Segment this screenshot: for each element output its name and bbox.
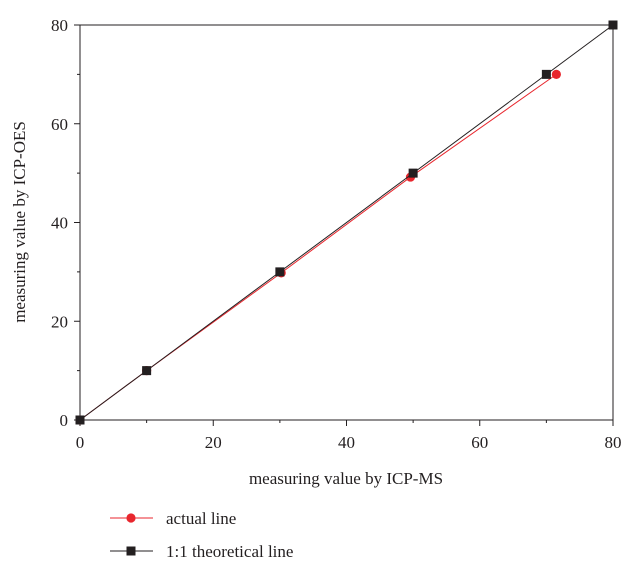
y-tick-label: 20 <box>51 312 68 331</box>
legend-marker-circle <box>126 513 136 523</box>
data-point-square <box>541 69 551 79</box>
data-point-square <box>142 366 152 376</box>
series-line <box>79 73 557 421</box>
data-point-square <box>408 168 418 178</box>
x-tick-label: 60 <box>471 433 488 452</box>
x-axis: 0 20 40 60 80 <box>76 420 622 452</box>
data-point-square <box>608 20 618 30</box>
y-tick-label: 40 <box>51 214 68 233</box>
x-tick-label: 0 <box>76 433 85 452</box>
y-tick-label: 60 <box>51 115 68 134</box>
data-point-square <box>275 267 285 277</box>
x-tick-label: 40 <box>338 433 355 452</box>
y-tick-label: 80 <box>51 16 68 35</box>
legend-label: 1:1 theoretical line <box>166 542 293 557</box>
data-point-square <box>75 415 85 425</box>
x-axis-title: measuring value by ICP-MS <box>249 469 443 488</box>
data-point-circle <box>551 69 561 79</box>
y-axis: 0 20 40 60 80 <box>51 16 80 430</box>
legend-label: actual line <box>166 509 236 528</box>
legend-marker-square <box>126 546 136 556</box>
y-tick-label: 0 <box>60 411 69 430</box>
series-layer <box>75 20 618 425</box>
legend: actual line 1:1 theoretical line <box>110 509 293 561</box>
x-tick-label: 20 <box>205 433 222 452</box>
series-line <box>79 24 614 421</box>
x-tick-label: 80 <box>605 433 622 452</box>
y-axis-title: measuring value by ICP-OES <box>10 121 29 323</box>
